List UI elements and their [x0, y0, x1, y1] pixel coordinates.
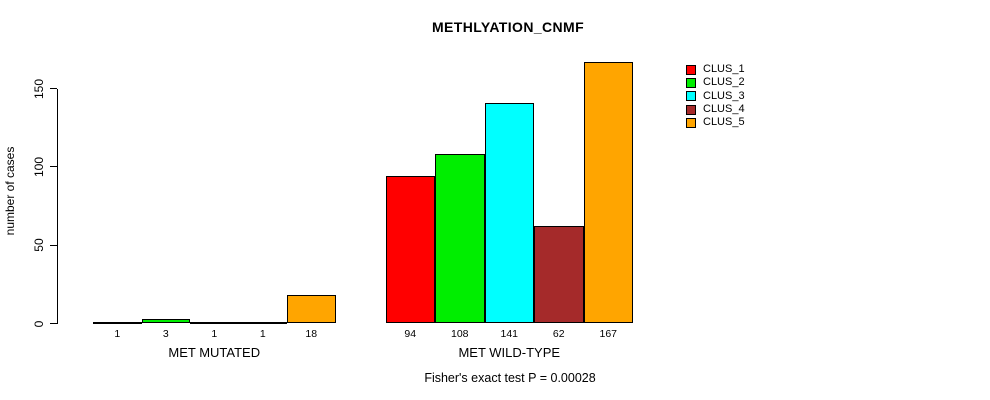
legend-swatch-clus-4 [686, 104, 696, 115]
x-group-label-met-wild-type: MET WILD-TYPE [458, 344, 561, 360]
y-tick [49, 323, 57, 324]
y-tick [49, 244, 57, 246]
legend-swatch-clus-5 [686, 117, 696, 128]
y-tick [49, 166, 57, 168]
legend-label: CLUS_2 [703, 76, 745, 89]
bar-value-label: 141 [500, 327, 519, 340]
y-tick-label: 100 [32, 156, 46, 177]
y-tick-label: 0 [32, 320, 46, 327]
bar-clus-2-met-mutated [141, 318, 190, 324]
bar-value-label: 62 [552, 327, 565, 340]
bar-value-label: 94 [404, 327, 417, 340]
bar-value-label: 18 [305, 327, 318, 340]
legend-label: CLUS_5 [703, 116, 745, 129]
bar-clus-3-met-mutated [190, 321, 239, 324]
legend-swatch-clus-3 [686, 91, 696, 102]
y-tick-label: 150 [32, 78, 46, 99]
legend: CLUS_1 CLUS_2 CLUS_3 CLUS_4 CLUS_5 [686, 63, 745, 130]
bar-clus-1-met-mutated [93, 321, 142, 324]
y-axis-label: number of cases [3, 146, 17, 236]
bar-value-label: 167 [599, 327, 618, 340]
bar-clus-4-met-wild-type [534, 226, 584, 324]
bar-clus-3-met-wild-type [484, 102, 534, 324]
legend-item-clus-2: CLUS_2 [686, 76, 745, 89]
fisher-test-annotation: Fisher's exact test P = 0.00028 [424, 371, 596, 385]
bar-clus-2-met-wild-type [435, 154, 485, 324]
legend-label: CLUS_4 [703, 103, 745, 116]
legend-item-clus-5: CLUS_5 [686, 116, 745, 129]
legend-label: CLUS_1 [703, 63, 745, 76]
bar-value-label: 1 [211, 327, 218, 340]
legend-swatch-clus-1 [686, 64, 696, 75]
y-axis-line [56, 88, 58, 325]
bar-value-label: 1 [114, 327, 121, 340]
bar-value-label: 3 [162, 327, 169, 340]
legend-item-clus-1: CLUS_1 [686, 63, 745, 76]
legend-item-clus-3: CLUS_3 [686, 90, 745, 103]
bar-value-label: 1 [259, 327, 266, 340]
bar-clus-5-met-mutated [287, 295, 336, 324]
bar-clus-5-met-wild-type [583, 61, 633, 324]
bar-clus-1-met-wild-type [385, 176, 435, 324]
y-tick [49, 88, 57, 89]
legend-swatch-clus-2 [686, 77, 696, 88]
chart-title: METHLYATION_CNMF [431, 19, 585, 35]
bar-value-label: 108 [450, 327, 469, 340]
y-tick-label: 50 [32, 238, 46, 252]
x-group-label-met-mutated: MET MUTATED [168, 344, 261, 360]
legend-label: CLUS_3 [703, 89, 745, 102]
legend-item-clus-4: CLUS_4 [686, 103, 745, 116]
bar-clus-4-met-mutated [238, 321, 287, 324]
